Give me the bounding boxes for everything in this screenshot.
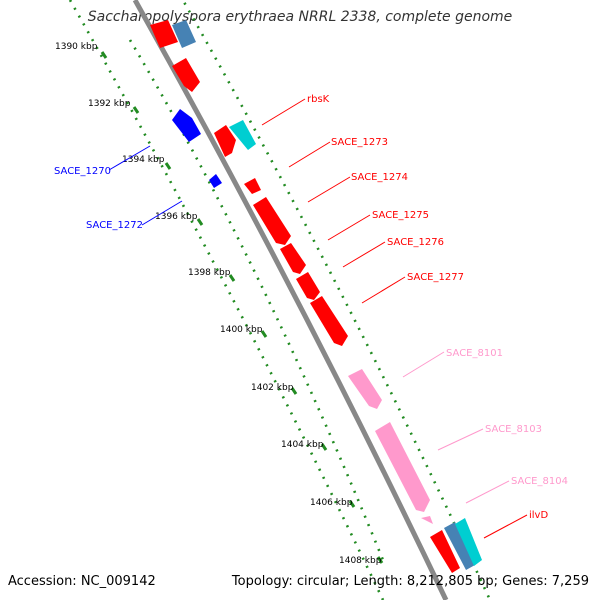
major-tick [348,500,356,508]
major-tick [228,274,236,282]
gene-arrow-red [280,243,306,274]
gene-arrow-blue [209,174,222,188]
gene-label: SACE_1274 [351,172,408,183]
ruler-labels: 1390 kbp 1392 kbp 1394 kbp 1396 kbp 1398… [55,42,382,566]
gene-arrow-steelblue [444,522,475,570]
gene-arrow-cyan [455,518,482,566]
leader-line [402,351,445,378]
leader-line [361,276,406,304]
gene-label: SACE_1270 [54,166,111,177]
gene-label: SACE_1273 [331,137,388,148]
leader-line [327,214,371,241]
gene-arrow-red [150,20,178,48]
gene-arrow-red [310,296,348,346]
leader-line [261,98,306,126]
tick-label: 1400 kbp [220,325,263,335]
gene-arrow-red [244,178,261,194]
gene-arrow-red [172,58,200,92]
tick-label: 1390 kbp [55,42,98,52]
major-tick [196,218,204,226]
tick-label: 1394 kbp [122,155,165,165]
leader-line [342,241,386,268]
leader-line [108,145,151,171]
major-tick [164,162,172,170]
gene-arrow-pink [375,422,430,512]
tick-label: 1408 kbp [339,556,382,566]
ruler-major-ticks [100,51,384,564]
tick-label: 1404 kbp [281,440,324,450]
leader-line [465,480,510,504]
leader-line [437,428,484,451]
leader-line [141,200,183,226]
leader-line [483,514,528,539]
genome-backbone [132,0,449,600]
tick-label: 1398 kbp [188,268,231,278]
map-title: Saccharopolyspora erythraea NRRL 2338, c… [87,9,513,25]
gene-arrow-red [253,197,291,245]
gene-label: SACE_1272 [86,220,143,231]
tick-label: 1406 kbp [310,498,353,508]
major-tick [320,443,328,451]
gene-arrow-red [214,125,236,157]
major-tick [132,106,140,114]
backbone-inner-dots [128,39,387,566]
gene-label: SACE_1277 [407,272,464,283]
major-tick [100,51,108,59]
major-tick [260,330,268,338]
ruler-tracks [68,0,492,600]
gene-label: SACE_8104 [511,476,568,487]
gene-arrow-pink [421,516,433,524]
tick-label: 1392 kbp [88,99,131,109]
gene-label: rbsK [307,94,330,105]
gene-arrow-red [296,272,320,300]
gene-label: SACE_8103 [485,424,542,435]
tick-label: 1402 kbp [251,383,294,393]
gene-arrow-steelblue [172,20,196,48]
forward-strand-genes [150,20,482,573]
gene-label: SACE_1275 [372,210,429,221]
gene-arrow-pink [348,369,382,409]
gene-label: ilvD [529,510,548,521]
accession-text: Accession: NC_009142 [8,574,156,589]
label-leaders [108,98,528,539]
leader-line [307,176,351,203]
gene-arrow-cyan [229,120,256,150]
gene-arrow-blue [172,109,201,142]
outer-ruler-track [68,0,385,600]
genome-summary-text: Topology: circular; Length: 8,212,805 bp… [231,574,589,589]
major-tick [290,387,298,395]
leader-line [288,141,331,168]
reverse-strand-genes [172,109,222,188]
gene-label: SACE_1276 [387,237,444,248]
inner-ruler-track [181,0,492,600]
gene-labels: rbsK SACE_1273 SACE_1274 SACE_1275 SACE_… [54,94,568,521]
major-tick [376,556,384,564]
tick-label: 1396 kbp [155,212,198,222]
gene-arrow-red [430,530,460,573]
gene-label: SACE_8101 [446,348,503,359]
